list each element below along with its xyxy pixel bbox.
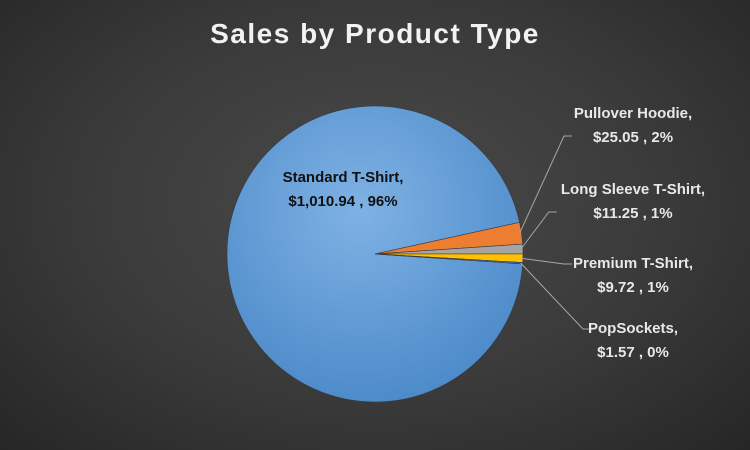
data-label-popsockets-value: $1.57 , 0%: [597, 344, 669, 361]
data-label-standard-t-shirt-value: $1,010.94 , 96%: [288, 193, 397, 210]
slice-standard-t-shirt: [226, 105, 523, 403]
slice-popsockets: [374, 253, 524, 265]
leader-line-long-sleeve-t-shirt: [520, 211, 557, 250]
data-label-popsockets-name: PopSockets,: [588, 320, 678, 337]
chart-title: Sales by Product Type: [210, 18, 540, 49]
data-label-long-sleeve-t-shirt-value: $11.25 , 1%: [593, 205, 672, 222]
data-label-pullover-hoodie-name: Pullover Hoodie,: [574, 105, 692, 122]
data-label-premium-t-shirt-name: Premium T-Shirt,: [573, 255, 693, 272]
leader-line-premium-t-shirt: [520, 257, 572, 265]
leader-line-pullover-hoodie: [519, 135, 572, 234]
data-label-pullover-hoodie-value: $25.05 , 2%: [593, 129, 673, 146]
data-label-premium-t-shirt-value: $9.72 , 1%: [597, 279, 669, 296]
leader-line-popsockets: [520, 262, 591, 330]
data-label-standard-t-shirt-name: Standard T-Shirt,: [283, 169, 404, 186]
data-label-long-sleeve-t-shirt-name: Long Sleeve T-Shirt,: [561, 181, 705, 198]
